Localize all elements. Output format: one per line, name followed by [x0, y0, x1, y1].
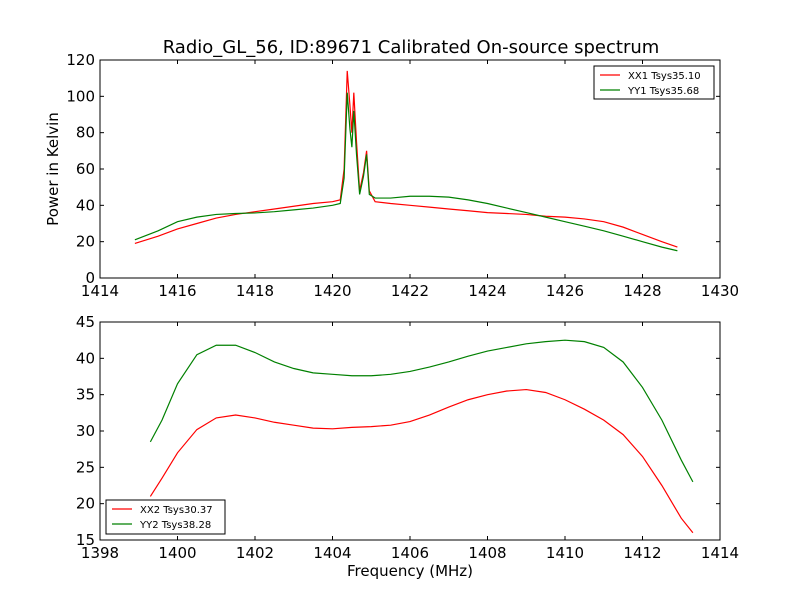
- x-tick-label: 1418: [236, 282, 274, 300]
- legend-entry: XX2 Tsys30.37: [140, 505, 213, 516]
- x-tick-label: 1412: [623, 544, 661, 562]
- y-tick-label: 120: [66, 51, 95, 69]
- legend-box: [105, 499, 226, 535]
- y-tick-label: 25: [76, 458, 95, 476]
- x-tick-label: 1414: [81, 282, 119, 300]
- x-tick-label: 1406: [391, 544, 429, 562]
- legend: XX2 Tsys30.37 YY2 Tsys38.28: [105, 499, 226, 535]
- x-tick-label: 1400: [158, 544, 196, 562]
- x-tick-label: 1414: [701, 544, 739, 562]
- legend-entry: YY2 Tsys38.28: [139, 520, 211, 531]
- y-tick-label: 45: [76, 313, 95, 331]
- x-axis-label: Frequency (MHz): [347, 562, 473, 580]
- bottom-panel: 1398 1400 1402 1404 1406 1408 1410 1412 1414 15 20…: [76, 313, 739, 580]
- y-tick-label: 40: [76, 349, 95, 367]
- x-tick-label: 1410: [546, 544, 584, 562]
- y-tick-label: 80: [76, 124, 95, 142]
- series-line-top-2: [134, 92, 678, 252]
- x-tick-label: 1404: [313, 544, 351, 562]
- x-tick-label: 1424: [468, 282, 506, 300]
- legend: XX1 Tsys35.10 YY1 Tsys35.68: [593, 65, 715, 100]
- y-tick-label: 30: [76, 422, 95, 440]
- series-line-bottom-1: [149, 388, 694, 534]
- x-tick-label: 1422: [391, 282, 429, 300]
- x-tick-label: 1402: [236, 544, 274, 562]
- y-tick-label: 100: [66, 87, 95, 105]
- x-tick-label: 1430: [701, 282, 739, 300]
- top-panel: 1414 1416 1418 1420 1422 1424 1426 1428 1430 0 20 4…: [44, 51, 739, 300]
- legend-entry: XX1 Tsys35.10: [628, 71, 701, 82]
- y-tick-label: 15: [76, 531, 95, 549]
- legend-entry: YY1 Tsys35.68: [627, 86, 699, 97]
- y-tick-label: 20: [76, 233, 95, 251]
- x-tick-label: 1416: [158, 282, 196, 300]
- figure-title: Radio_GL_56, ID:89671 Calibrated On-sour…: [163, 37, 660, 58]
- series-line-bottom-2: [149, 339, 694, 483]
- x-tick-label: 1428: [623, 282, 661, 300]
- y-tick-label: 0: [85, 269, 95, 287]
- x-tick-label: 1398: [81, 544, 119, 562]
- y-tick-label: 40: [76, 196, 95, 214]
- x-tick-label: 1408: [468, 544, 506, 562]
- y-tick-label: 60: [76, 160, 95, 178]
- x-tick-label: 1420: [313, 282, 351, 300]
- legend-box: [593, 65, 715, 100]
- y-tick-label: 20: [76, 495, 95, 513]
- y-axis-label: Power in Kelvin: [44, 112, 62, 226]
- x-tick-label: 1426: [546, 282, 584, 300]
- y-tick-label: 35: [76, 386, 95, 404]
